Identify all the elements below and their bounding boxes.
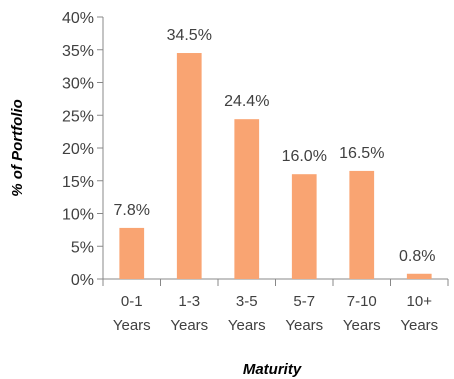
bar (291, 174, 317, 279)
x-axis-title: Maturity (243, 361, 302, 378)
y-axis: 0% 5% 10% 15% 20% 25% 30% 35% 40% (62, 10, 104, 289)
y-tick-label: 5% (71, 239, 94, 256)
category-label: 7-10 Years (343, 293, 381, 334)
y-tick-label: 10% (62, 207, 94, 224)
y-tick-label: 15% (62, 174, 94, 191)
y-tick-label: 30% (62, 76, 94, 93)
data-label: 34.5% (167, 27, 212, 44)
bar (406, 273, 432, 279)
bar (349, 170, 375, 279)
data-label: 16.5% (339, 145, 384, 162)
y-tick-label: 35% (62, 43, 94, 60)
data-label: 24.4% (224, 93, 269, 110)
data-label: 0.8% (399, 248, 435, 265)
y-axis-title: % of Portfolio (9, 99, 26, 197)
y-tick-label: 0% (71, 272, 94, 289)
category-label: 3-5 Years (228, 293, 266, 334)
y-tick-label: 25% (62, 108, 94, 125)
data-labels: 7.8% 34.5% 24.4% 16.0% 16.5% 0.8% (114, 27, 436, 265)
y-tick-label: 20% (62, 141, 94, 158)
data-label: 16.0% (282, 148, 327, 165)
y-tick-label: 40% (62, 10, 94, 27)
bars (119, 53, 432, 280)
bar (119, 227, 145, 279)
category-label: 0-1 Years (113, 293, 151, 334)
bar (234, 119, 260, 280)
data-label: 7.8% (114, 202, 150, 219)
category-label: 1-3 Years (170, 293, 208, 334)
x-axis: 0-1 Years 1-3 Years 3-5 Years 5-7 Years 7-10 Year… (102, 278, 449, 334)
category-label: 5-7 Years (285, 293, 323, 334)
bar (176, 53, 202, 280)
category-label: 10+ Years (400, 293, 438, 334)
